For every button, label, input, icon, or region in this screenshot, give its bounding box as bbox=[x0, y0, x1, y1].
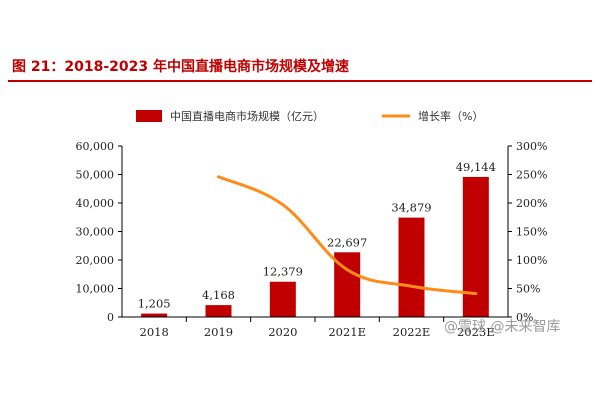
y-right-tick-label: 250% bbox=[516, 169, 547, 182]
x-tick-label: 2020 bbox=[268, 325, 297, 339]
y-left-tick-label: 50,000 bbox=[76, 169, 115, 182]
legend-swatch-bar bbox=[136, 110, 162, 122]
bar bbox=[141, 313, 168, 317]
y-left-tick-label: 20,000 bbox=[76, 254, 115, 267]
bar-data-label: 22,697 bbox=[327, 235, 367, 249]
y-right-tick-label: 200% bbox=[516, 197, 547, 210]
bar bbox=[398, 217, 425, 317]
growth-rate-line bbox=[217, 175, 478, 296]
bar bbox=[462, 176, 489, 317]
y-right-tick-label: 150% bbox=[516, 226, 547, 239]
y-right-tick-label: 0% bbox=[516, 311, 533, 324]
x-tick-label: 2023E bbox=[457, 325, 495, 339]
y-right-tick-label: 50% bbox=[516, 283, 540, 296]
y-left-tick-label: 30,000 bbox=[76, 226, 115, 239]
bar-data-label: 4,168 bbox=[202, 288, 235, 302]
y-left-tick-label: 60,000 bbox=[76, 140, 115, 153]
y-right-tick-label: 100% bbox=[516, 254, 547, 267]
bar-data-label: 34,879 bbox=[391, 201, 431, 215]
watermark: @雪球 @未来智库 bbox=[444, 319, 561, 335]
x-tick-label: 2022E bbox=[393, 325, 431, 339]
x-tick-label: 2019 bbox=[204, 325, 233, 339]
legend-label-bar: 中国直播电商市场规模（亿元） bbox=[170, 109, 324, 123]
y-right-tick-label: 300% bbox=[516, 140, 547, 153]
x-tick-label: 2021E bbox=[328, 325, 366, 339]
y-left-tick-label: 10,000 bbox=[76, 283, 115, 296]
legend-label-line: 增长率（%） bbox=[418, 109, 483, 123]
bar bbox=[205, 305, 232, 317]
figure-title: 图 21：2018-2023 年中国直播电商市场规模及增速 bbox=[12, 59, 349, 75]
y-left-tick-label: 40,000 bbox=[76, 197, 115, 210]
bar-data-label: 12,379 bbox=[263, 265, 303, 279]
x-tick-label: 2018 bbox=[140, 325, 169, 339]
bar-data-label: 49,144 bbox=[456, 160, 496, 174]
bar-data-label: 1,205 bbox=[138, 297, 171, 311]
y-left-tick-label: 0 bbox=[107, 311, 114, 324]
title-rule bbox=[8, 80, 592, 82]
bar bbox=[269, 281, 296, 317]
